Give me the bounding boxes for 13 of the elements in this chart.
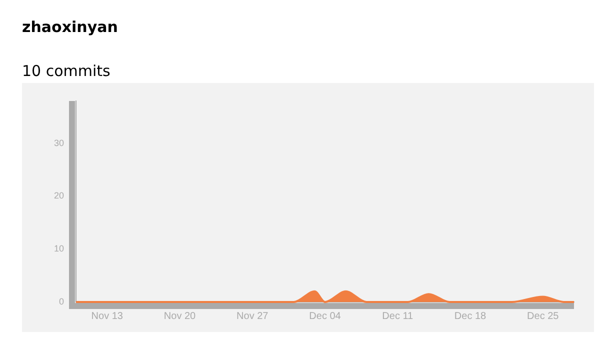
x-tick-label: Dec 11 [382,310,414,322]
chart-subtitle: 10 commits [22,62,110,80]
x-tick-label: Dec 18 [454,310,487,322]
x-tick-label: Dec 25 [527,310,560,322]
x-tick-label: Dec 04 [309,310,342,322]
x-tick-label: Nov 27 [236,310,269,322]
y-tick-label: 0 [58,296,64,306]
x-tick-label: Nov 13 [91,310,124,322]
y-tick-label: 10 [54,244,64,254]
chart-title: zhaoxinyan [22,18,118,36]
y-tick-label: 30 [54,138,64,148]
x-tick-label: Nov 20 [164,310,196,322]
y-tick-label: 20 [54,190,64,201]
